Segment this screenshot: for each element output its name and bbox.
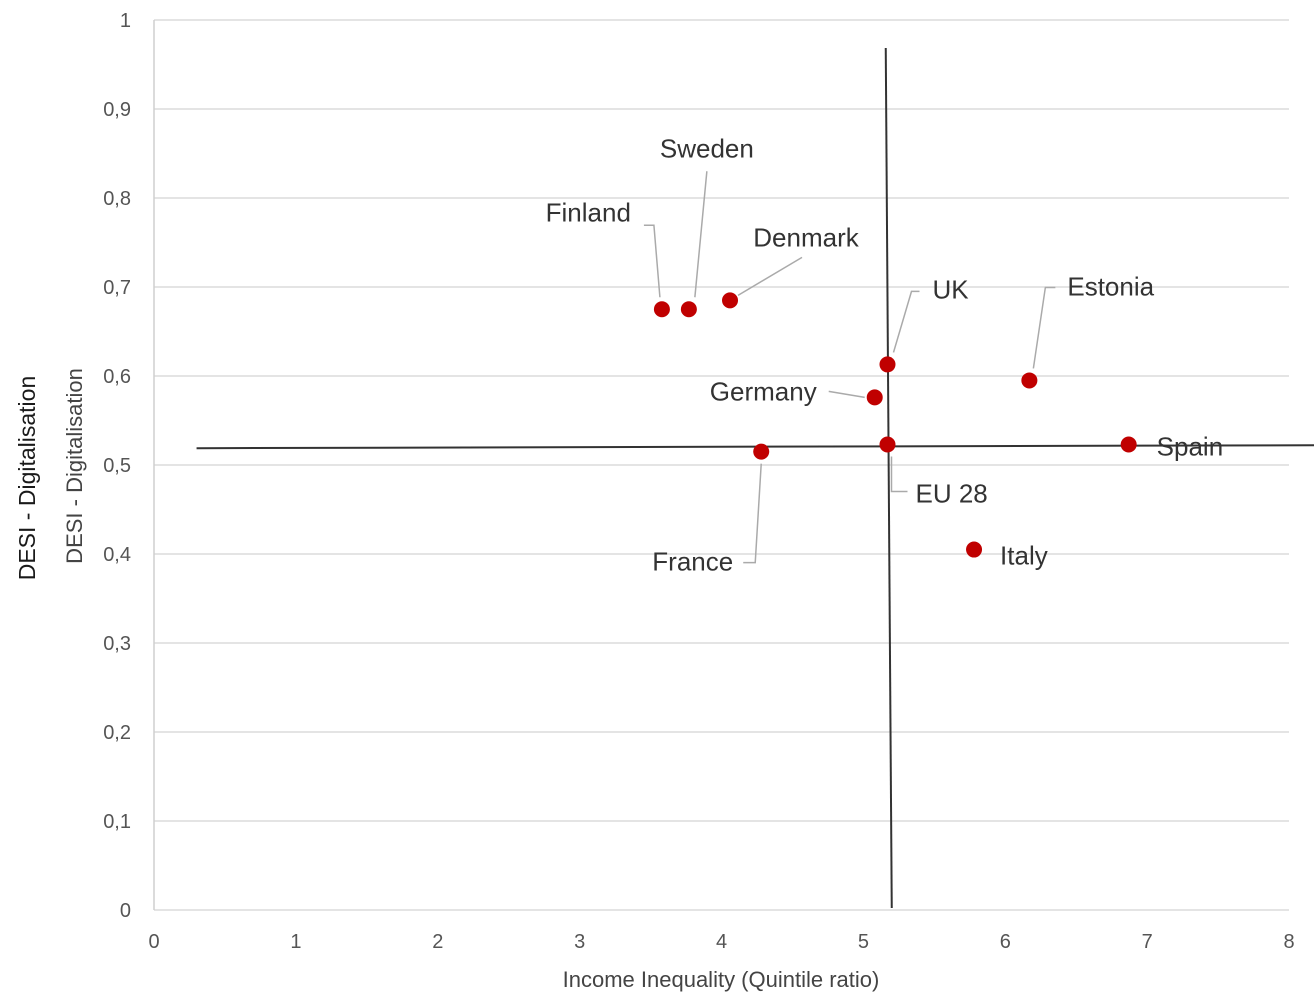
data-label: EU 28 (915, 479, 987, 509)
x-tick-label: 2 (432, 931, 443, 953)
y-tick-label: 1 (120, 10, 131, 32)
data-point (1121, 437, 1137, 453)
data-point (1021, 372, 1037, 388)
data-point (681, 301, 697, 317)
data-label: Italy (1000, 541, 1048, 571)
data-label: Sweden (660, 133, 754, 163)
x-tick-label: 0 (148, 931, 159, 953)
leader-line (1033, 287, 1055, 368)
point-labels: Finland Sweden Denmark UK Germany Estonia EU 2… (546, 133, 1224, 576)
x-tick-label: 1 (290, 931, 301, 953)
data-point (753, 444, 769, 460)
data-label: France (652, 547, 733, 577)
leader-line (738, 257, 802, 295)
x-axis-title: Income Inequality (Quintile ratio) (563, 967, 880, 992)
data-points (654, 292, 1137, 557)
y-tick-label: 0,4 (103, 544, 131, 566)
outer-y-axis-title: DESI - Digitalisation (14, 376, 40, 581)
y-tick-label: 0,5 (103, 455, 131, 477)
x-tick-label: 8 (1283, 931, 1294, 953)
leader-line (829, 391, 865, 397)
reference-lines (197, 48, 1314, 908)
data-point (879, 356, 895, 372)
leader-line (743, 464, 761, 563)
x-tick-label: 3 (574, 931, 585, 953)
data-label: UK (932, 274, 969, 304)
x-tick-label: 5 (858, 931, 869, 953)
y-tick-label: 0,6 (103, 366, 131, 388)
y-tick-labels: 0 0,1 0,2 0,3 0,4 0,5 0,6 0,7 0,8 0,9 1 (103, 10, 131, 922)
leader-line (893, 291, 919, 352)
y-tick-label: 0 (120, 900, 131, 922)
data-point (879, 437, 895, 453)
leader-line (891, 457, 907, 492)
y-tick-label: 0,2 (103, 722, 131, 744)
data-label: Estonia (1067, 271, 1154, 301)
data-point (722, 292, 738, 308)
data-label: Finland (546, 197, 631, 227)
data-label: Germany (710, 376, 817, 406)
y-axis-title: DESI - Digitalisation (62, 368, 87, 564)
x-tick-label: 7 (1142, 931, 1153, 953)
data-label: Spain (1157, 432, 1224, 462)
data-point (966, 542, 982, 558)
data-label: Denmark (753, 222, 859, 252)
y-tick-label: 0,8 (103, 188, 131, 210)
leader-line (695, 171, 707, 297)
x-tick-label: 4 (716, 931, 727, 953)
y-tick-label: 0,9 (103, 99, 131, 121)
data-point (654, 301, 670, 317)
y-tick-label: 0,1 (103, 811, 131, 833)
x-tick-label: 6 (1000, 931, 1011, 953)
x-tick-labels: 0 1 2 3 4 5 6 7 8 (148, 931, 1294, 953)
y-tick-label: 0,7 (103, 277, 131, 299)
y-tick-label: 0,3 (103, 633, 131, 655)
data-point (867, 389, 883, 405)
